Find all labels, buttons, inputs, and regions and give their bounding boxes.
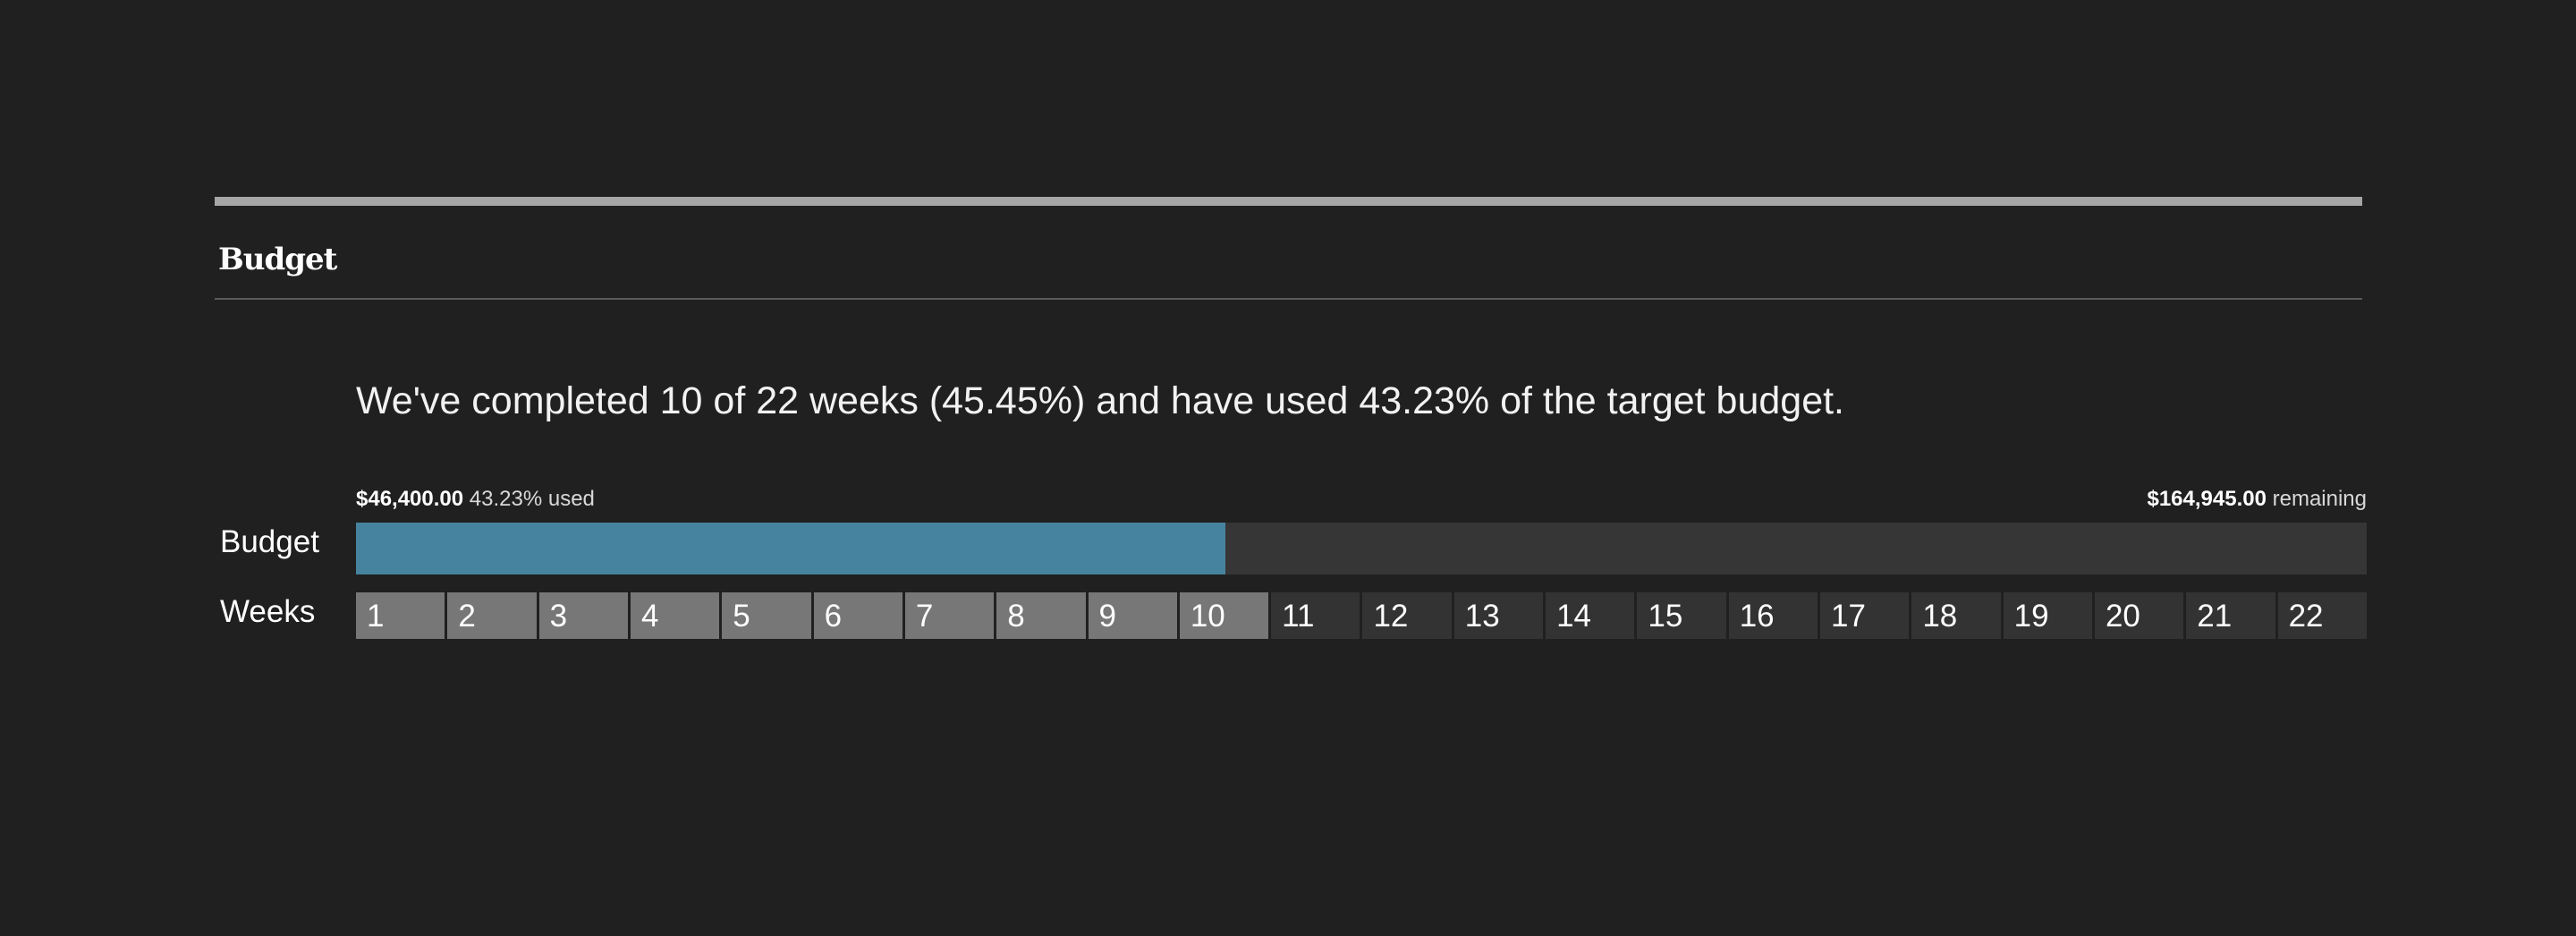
week-cell-13: 13 <box>1453 592 1544 639</box>
week-cell-16: 16 <box>1728 592 1818 639</box>
budget-remaining-info: $164,945.00 remaining <box>2147 485 2367 514</box>
budget-used-info: $46,400.00 43.23% used <box>356 485 595 514</box>
week-cell-6: 6 <box>813 592 902 639</box>
week-cell-3: 3 <box>538 592 628 639</box>
budget-used-text: 43.23% used <box>469 487 595 511</box>
week-cell-22: 22 <box>2277 592 2367 639</box>
week-cell-5: 5 <box>722 592 811 639</box>
week-cell-21: 21 <box>2186 592 2275 639</box>
top-rule <box>215 197 2362 206</box>
week-cell-7: 7 <box>904 592 995 639</box>
week-cell-18: 18 <box>1911 592 2001 639</box>
budget-bar-fill <box>356 523 1225 574</box>
title-divider <box>215 298 2362 300</box>
week-cell-8: 8 <box>996 592 1086 639</box>
week-cell-10: 10 <box>1179 592 1269 639</box>
budget-meta: $46,400.00 43.23% used $164,945.00 remai… <box>356 485 2367 514</box>
week-cell-2: 2 <box>447 592 537 639</box>
budget-row-label: Budget <box>220 524 319 559</box>
week-cell-14: 14 <box>1546 592 1635 639</box>
week-cell-4: 4 <box>630 592 720 639</box>
week-cell-19: 19 <box>2003 592 2092 639</box>
budget-bar-track <box>356 523 2367 574</box>
section-title: Budget <box>218 242 337 277</box>
week-cell-9: 9 <box>1088 592 1177 639</box>
budget-used-amount: $46,400.00 <box>356 487 464 511</box>
week-cell-17: 17 <box>1820 592 1910 639</box>
weeks-strip: 1 2 3 4 5 6 7 8 9 10 11 12 13 14 15 16 17 18 19 20 21 22 <box>356 592 2367 639</box>
budget-remaining-amount: $164,945.00 <box>2147 487 2267 511</box>
week-cell-1: 1 <box>356 592 445 639</box>
week-cell-15: 15 <box>1637 592 1726 639</box>
weeks-row-label: Weeks <box>220 594 316 629</box>
week-cell-11: 11 <box>1271 592 1360 639</box>
week-cell-20: 20 <box>2094 592 2184 639</box>
progress-summary: We've completed 10 of 22 weeks (45.45%) … <box>356 379 1845 422</box>
budget-panel: Budget <box>215 197 2362 300</box>
budget-remaining-text: remaining <box>2272 487 2367 511</box>
week-cell-12: 12 <box>1362 592 1452 639</box>
